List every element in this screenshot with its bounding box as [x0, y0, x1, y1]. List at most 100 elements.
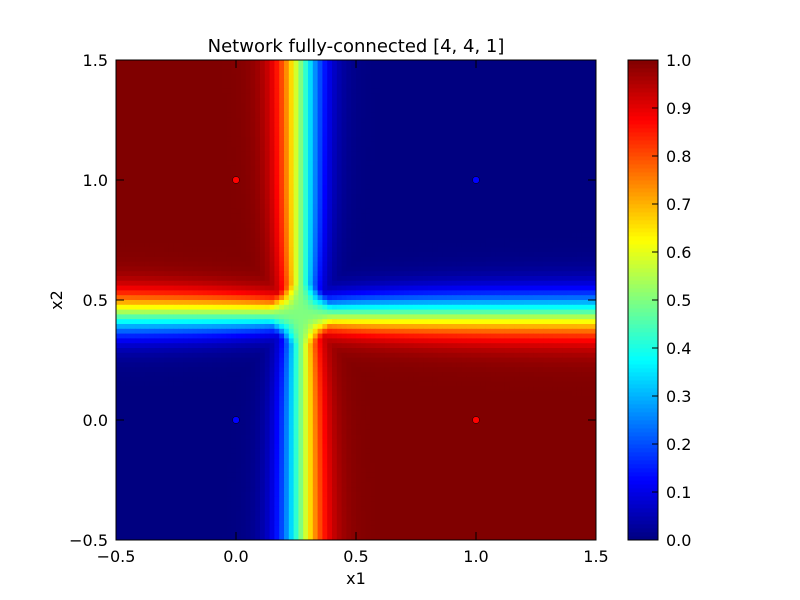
heatmap-cell: [154, 93, 160, 99]
heatmap-cell: [130, 280, 136, 286]
heatmap-cell: [524, 60, 530, 66]
heatmap-cell: [197, 69, 203, 75]
heatmap-cell: [192, 184, 198, 190]
heatmap-cell: [389, 204, 395, 210]
heatmap-cell: [183, 256, 189, 262]
heatmap-cell: [418, 276, 424, 282]
heatmap-cell: [245, 64, 251, 70]
heatmap-cell: [125, 141, 131, 147]
heatmap-cell: [562, 64, 568, 70]
heatmap-cell: [250, 199, 256, 205]
heatmap-cell: [528, 180, 534, 186]
heatmap-cell: [548, 103, 554, 109]
heatmap-cell: [413, 79, 419, 85]
heatmap-cell: [504, 146, 510, 152]
heatmap-cell: [216, 60, 222, 66]
heatmap-cell: [216, 285, 222, 291]
heatmap-cell: [240, 290, 246, 296]
heatmap-cell: [495, 276, 501, 282]
heatmap-cell: [154, 256, 160, 262]
heatmap-cell: [557, 127, 563, 133]
heatmap-cell: [432, 151, 438, 157]
heatmap-cell: [260, 88, 266, 94]
heatmap-cell: [504, 74, 510, 80]
heatmap-cell: [260, 232, 266, 238]
heatmap-cell: [461, 180, 467, 186]
heatmap-cell: [351, 60, 357, 66]
heatmap-cell: [332, 266, 338, 272]
heatmap-cell: [197, 280, 203, 286]
heatmap-cell: [269, 165, 275, 171]
heatmap-cell: [260, 98, 266, 104]
heatmap-cell: [408, 151, 414, 157]
heatmap-cell: [389, 156, 395, 162]
heatmap-cell: [437, 88, 443, 94]
heatmap-cell: [183, 199, 189, 205]
heatmap-cell: [576, 213, 582, 219]
heatmap-cell: [351, 237, 357, 243]
heatmap-cell: [452, 127, 458, 133]
heatmap-cell: [543, 170, 549, 176]
heatmap-cell: [509, 64, 515, 70]
heatmap-cell: [245, 218, 251, 224]
heatmap-cell: [332, 60, 338, 66]
heatmap-cell: [461, 252, 467, 258]
heatmap-cell: [279, 165, 285, 171]
heatmap-cell: [327, 160, 333, 166]
heatmap-cell: [466, 74, 472, 80]
heatmap-cell: [404, 295, 410, 301]
heatmap-cell: [543, 189, 549, 195]
heatmap-cell: [452, 175, 458, 181]
heatmap-cell: [255, 74, 261, 80]
heatmap-cell: [480, 151, 486, 157]
heatmap-cell: [231, 88, 237, 94]
heatmap-cell: [140, 261, 146, 267]
heatmap-cell: [528, 175, 534, 181]
heatmap-cell: [504, 112, 510, 118]
heatmap-cell: [130, 69, 136, 75]
heatmap-cell: [269, 194, 275, 200]
heatmap-cell: [144, 127, 150, 133]
heatmap-cell: [183, 228, 189, 234]
heatmap-cell: [442, 175, 448, 181]
heatmap-cell: [183, 280, 189, 286]
heatmap-cell: [188, 271, 194, 277]
heatmap-cell: [303, 208, 309, 214]
heatmap-cell: [586, 146, 592, 152]
heatmap-cell: [524, 132, 530, 138]
heatmap-cell: [576, 194, 582, 200]
heatmap-cell: [312, 290, 318, 296]
heatmap-cell: [202, 261, 208, 267]
heatmap-cell: [240, 88, 246, 94]
heatmap-cell: [284, 223, 290, 229]
heatmap-cell: [365, 122, 371, 128]
heatmap-cell: [173, 199, 179, 205]
heatmap-cell: [164, 122, 170, 128]
heatmap-cell: [356, 93, 362, 99]
heatmap-cell: [255, 194, 261, 200]
heatmap-cell: [322, 271, 328, 277]
heatmap-cell: [471, 156, 477, 162]
heatmap-cell: [212, 242, 218, 248]
heatmap-cell: [327, 223, 333, 229]
heatmap-cell: [154, 213, 160, 219]
heatmap-cell: [178, 218, 184, 224]
heatmap-cell: [164, 204, 170, 210]
heatmap-cell: [245, 232, 251, 238]
heatmap-cell: [380, 64, 386, 70]
heatmap-cell: [375, 295, 381, 301]
heatmap-cell: [490, 84, 496, 90]
heatmap-cell: [212, 184, 218, 190]
heatmap-cell: [293, 132, 299, 138]
heatmap-cell: [538, 84, 544, 90]
heatmap-cell: [140, 266, 146, 272]
heatmap-cell: [236, 184, 242, 190]
heatmap-cell: [231, 112, 237, 118]
heatmap-cell: [346, 204, 352, 210]
heatmap-cell: [192, 261, 198, 267]
heatmap-cell: [552, 189, 558, 195]
heatmap-cell: [538, 175, 544, 181]
heatmap-cell: [524, 184, 530, 190]
heatmap-cell: [375, 103, 381, 109]
heatmap-cell: [418, 108, 424, 114]
